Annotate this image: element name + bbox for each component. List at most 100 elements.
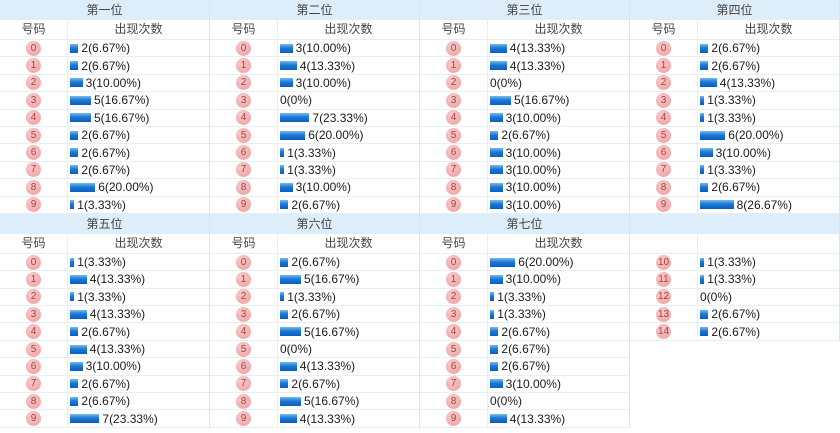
number-cell: 13 bbox=[630, 306, 698, 323]
number-cell: 6 bbox=[210, 358, 278, 375]
count-cell: 5(16.67%) bbox=[68, 110, 209, 126]
number-cell: 7 bbox=[210, 375, 278, 393]
number-ball: 7 bbox=[446, 162, 461, 178]
position-panel-4: 第四位 号码 出现次数 0 2(6.67%) 1 2(6.67%) 2 4(13.33%)… bbox=[630, 0, 840, 214]
number-ball: 8 bbox=[656, 179, 671, 195]
number-column-header: 号码 bbox=[630, 20, 698, 39]
rows-container: 0 2(6.67%) 1 2(6.67%) 2 3(10.00%) 3 5(16.67%) 4 5… bbox=[0, 40, 209, 214]
number-column-header bbox=[630, 233, 698, 253]
number-cell: 5 bbox=[210, 126, 278, 144]
number-ball: 2 bbox=[236, 75, 251, 91]
count-cell: 2(6.67%) bbox=[278, 254, 419, 270]
number-ball: 8 bbox=[236, 393, 251, 409]
frequency-row: 4 1(3.33%) bbox=[630, 109, 839, 127]
frequency-value: 3(10.00%) bbox=[85, 75, 141, 90]
frequency-row: 2 4(13.33%) bbox=[630, 74, 839, 93]
number-ball: 9 bbox=[446, 197, 461, 213]
number-cell: 9 bbox=[420, 196, 488, 213]
frequency-row: 2 1(3.33%) bbox=[420, 288, 629, 307]
frequency-row: 8 2(6.67%) bbox=[630, 179, 839, 197]
frequency-bar bbox=[700, 95, 705, 105]
frequency-bar bbox=[700, 274, 705, 284]
number-ball: 5 bbox=[236, 341, 251, 357]
frequency-bar bbox=[280, 130, 306, 140]
frequency-bar bbox=[70, 61, 79, 71]
frequency-bar bbox=[490, 309, 495, 319]
number-ball: 7 bbox=[656, 162, 671, 178]
count-cell: 3(10.00%) bbox=[488, 144, 629, 160]
frequency-row: 2 3(10.00%) bbox=[0, 74, 209, 93]
number-cell: 9 bbox=[630, 196, 698, 213]
frequency-value: 0(0%) bbox=[280, 93, 313, 108]
count-cell: 2(6.67%) bbox=[278, 306, 419, 322]
frequency-row: 10 1(3.33%) bbox=[630, 253, 839, 272]
frequency-bar bbox=[280, 274, 301, 284]
position-panel-6: 第六位 号码 出现次数 0 2(6.67%) 1 5(16.67%) 2 1(3.33%)… bbox=[210, 213, 420, 428]
frequency-bar bbox=[490, 274, 503, 284]
number-cell: 6 bbox=[630, 144, 698, 161]
frequency-bar bbox=[280, 309, 289, 319]
count-cell: 3(10.00%) bbox=[488, 162, 629, 178]
frequency-row: 1 2(6.67%) bbox=[0, 57, 209, 75]
number-cell: 12 bbox=[630, 288, 698, 306]
count-cell: 3(10.00%) bbox=[488, 271, 629, 287]
count-cell: 6(20.00%) bbox=[698, 127, 839, 143]
frequency-bar bbox=[70, 344, 87, 354]
frequency-row: 4 7(23.33%) bbox=[210, 109, 419, 127]
frequency-bar bbox=[490, 95, 511, 105]
frequency-bar bbox=[70, 361, 83, 371]
frequency-bar bbox=[700, 257, 705, 267]
count-cell: 1(3.33%) bbox=[68, 289, 209, 305]
rows-container: 0 1(3.33%) 1 4(13.33%) 2 1(3.33%) 3 4(13.33%) 4 2… bbox=[0, 253, 209, 428]
frequency-row: 0 4(13.33%) bbox=[420, 40, 629, 58]
frequency-bar bbox=[70, 292, 75, 302]
frequency-value: 4(13.33%) bbox=[89, 307, 146, 322]
number-column-header: 号码 bbox=[420, 20, 488, 39]
number-cell: 9 bbox=[0, 196, 68, 213]
frequency-bar bbox=[280, 361, 297, 371]
frequency-value: 1(3.33%) bbox=[77, 289, 126, 304]
frequency-bar bbox=[490, 130, 499, 140]
count-cell: 3(10.00%) bbox=[68, 75, 209, 91]
frequency-value: 2(6.67%) bbox=[81, 162, 131, 177]
number-cell: 6 bbox=[0, 358, 68, 375]
frequency-row: 0 3(10.00%) bbox=[210, 40, 419, 58]
column-headers: 号码 出现次数 bbox=[0, 233, 209, 254]
count-cell: 5(16.67%) bbox=[278, 323, 419, 339]
frequency-value: 6(20.00%) bbox=[308, 128, 364, 143]
frequency-value: 5(16.67%) bbox=[304, 272, 360, 287]
rows-container: 10 1(3.33%) 11 1(3.33%) 12 0(0%) 13 2(6.67%) 14 2… bbox=[630, 253, 839, 341]
number-cell: 7 bbox=[0, 161, 68, 179]
frequency-value: 1(3.33%) bbox=[287, 162, 336, 177]
frequency-value: 5(16.67%) bbox=[514, 93, 570, 108]
number-cell: 2 bbox=[0, 288, 68, 306]
number-cell: 5 bbox=[420, 126, 488, 144]
number-cell: 1 bbox=[210, 271, 278, 288]
number-ball: 0 bbox=[26, 254, 41, 270]
frequency-bar bbox=[700, 327, 709, 337]
column-headers: 号码 出现次数 bbox=[420, 20, 629, 40]
number-ball: 1 bbox=[656, 58, 671, 74]
frequency-row: 9 2(6.67%) bbox=[210, 196, 419, 214]
number-ball: 1 bbox=[236, 271, 251, 287]
frequency-bar bbox=[700, 78, 717, 88]
frequency-value: 4(13.33%) bbox=[299, 411, 356, 426]
frequency-value: 4(13.33%) bbox=[299, 359, 356, 374]
frequency-row: 4 3(10.00%) bbox=[420, 109, 629, 127]
frequency-row: 3 1(3.33%) bbox=[420, 306, 629, 324]
number-cell: 4 bbox=[0, 323, 68, 340]
frequency-bar bbox=[700, 113, 705, 123]
count-cell: 1(3.33%) bbox=[278, 162, 419, 178]
frequency-value: 3(10.00%) bbox=[505, 180, 561, 195]
frequency-value: 3(10.00%) bbox=[505, 145, 561, 160]
number-cell: 0 bbox=[0, 40, 68, 57]
count-cell: 4(13.33%) bbox=[488, 40, 629, 56]
number-column-header: 号码 bbox=[0, 233, 68, 253]
frequency-row: 9 1(3.33%) bbox=[0, 196, 209, 214]
frequency-value: 2(6.67%) bbox=[711, 324, 761, 339]
number-cell: 5 bbox=[210, 340, 278, 358]
frequency-bar bbox=[490, 361, 499, 371]
frequency-bar bbox=[490, 344, 499, 354]
frequency-bar bbox=[280, 414, 297, 424]
frequency-value: 2(6.67%) bbox=[81, 128, 131, 143]
